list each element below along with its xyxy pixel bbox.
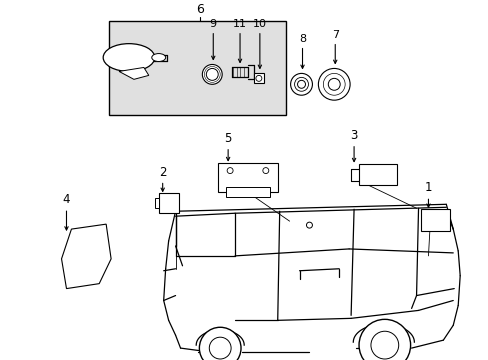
Text: 10: 10 bbox=[252, 19, 266, 29]
Circle shape bbox=[297, 80, 305, 88]
Polygon shape bbox=[119, 67, 148, 79]
Text: 8: 8 bbox=[298, 33, 305, 44]
Text: 7: 7 bbox=[331, 30, 338, 40]
Circle shape bbox=[199, 327, 241, 360]
Text: 11: 11 bbox=[233, 19, 246, 29]
Text: 6: 6 bbox=[196, 3, 204, 16]
Text: 3: 3 bbox=[350, 129, 357, 142]
Circle shape bbox=[318, 68, 349, 100]
Circle shape bbox=[206, 68, 218, 80]
Circle shape bbox=[370, 331, 398, 359]
Ellipse shape bbox=[103, 44, 154, 71]
Circle shape bbox=[227, 168, 233, 174]
Text: 2: 2 bbox=[159, 166, 166, 179]
Circle shape bbox=[306, 222, 312, 228]
Bar bbox=[253, 73, 264, 83]
Bar bbox=[218, 163, 277, 192]
Text: 4: 4 bbox=[62, 193, 70, 206]
Text: 1: 1 bbox=[424, 181, 431, 194]
Circle shape bbox=[255, 75, 261, 81]
Circle shape bbox=[327, 78, 340, 90]
Circle shape bbox=[202, 64, 222, 84]
Polygon shape bbox=[61, 224, 111, 289]
Bar bbox=[159, 193, 178, 213]
Ellipse shape bbox=[151, 54, 165, 62]
Bar bbox=[109, 21, 285, 115]
Bar bbox=[358, 164, 396, 185]
Circle shape bbox=[209, 337, 231, 359]
Text: 9: 9 bbox=[209, 19, 216, 29]
Text: 5: 5 bbox=[224, 132, 231, 145]
Circle shape bbox=[263, 168, 268, 174]
Bar bbox=[154, 198, 159, 208]
Bar bbox=[420, 209, 449, 231]
Circle shape bbox=[290, 73, 312, 95]
Circle shape bbox=[358, 319, 410, 360]
Bar bbox=[225, 188, 269, 197]
